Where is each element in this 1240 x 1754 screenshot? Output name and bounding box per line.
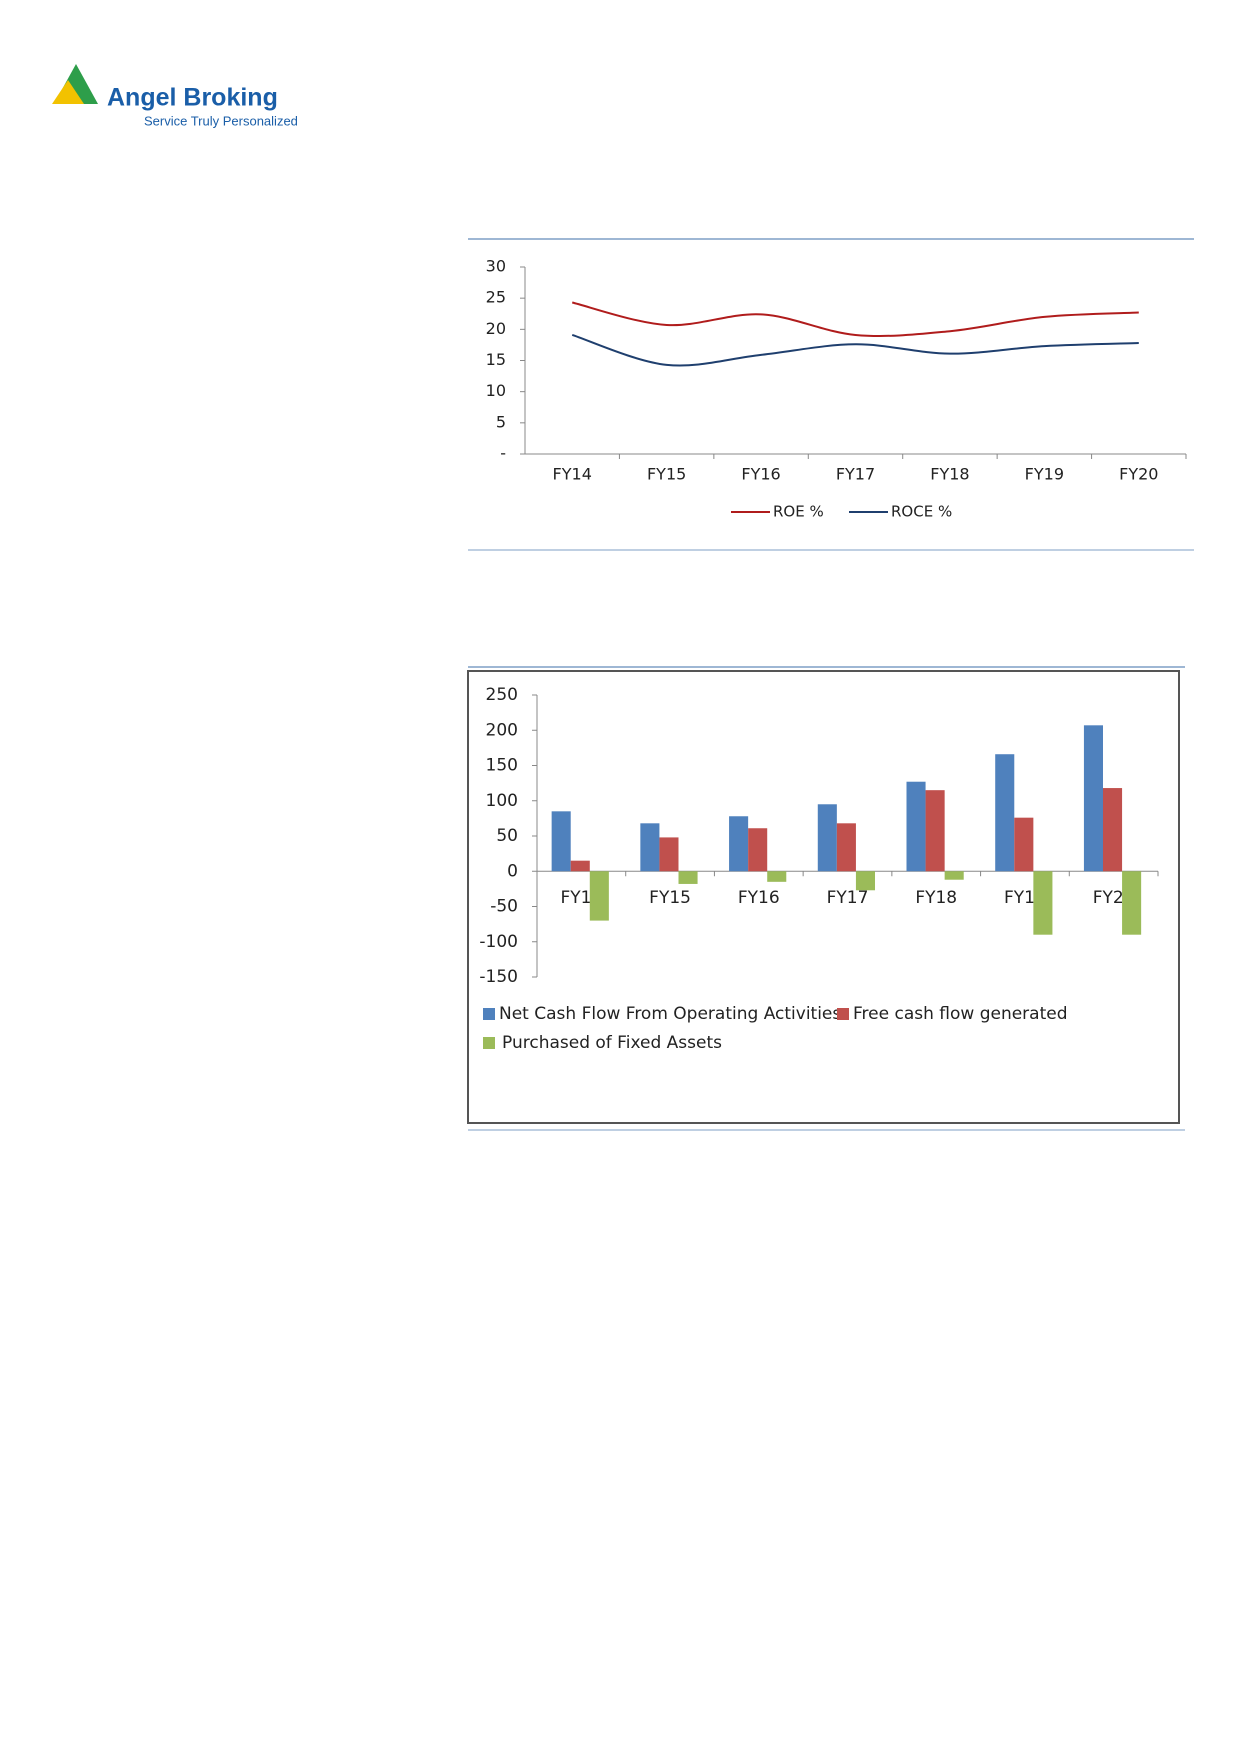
x-tick-label: FY16	[741, 465, 780, 484]
bar	[640, 823, 660, 872]
bar	[995, 754, 1015, 872]
bar	[729, 816, 749, 872]
y-tick-label: 0	[507, 861, 518, 881]
x-tick-label: FY15	[649, 888, 691, 908]
legend-label: ROE %	[773, 503, 824, 521]
y-tick-label: 10	[486, 381, 506, 400]
line	[571, 333, 1139, 367]
bar	[906, 781, 926, 872]
legend-swatch	[837, 1008, 849, 1020]
bar	[817, 804, 837, 872]
bar	[1102, 788, 1123, 872]
bar	[1083, 725, 1103, 872]
y-tick-label: 15	[486, 350, 506, 369]
logo: Angel Broking Service Truly Personalized	[52, 64, 298, 128]
legend-label: Net Cash Flow From Operating Activities	[499, 1004, 841, 1024]
y-tick-label: -	[500, 444, 506, 463]
x-tick-label: FY18	[930, 465, 969, 484]
bar	[551, 811, 571, 872]
legend-label: Purchased of Fixed Assets	[502, 1033, 722, 1053]
bar	[767, 871, 787, 882]
bar	[925, 790, 945, 872]
y-tick-label: -100	[479, 932, 518, 952]
legend-swatch	[483, 1037, 495, 1049]
bar	[944, 871, 964, 880]
y-tick-label: 50	[496, 826, 518, 846]
bar	[836, 823, 856, 872]
legend-swatch	[483, 1008, 495, 1020]
x-tick-label: FY18	[915, 888, 957, 908]
logo-dots	[52, 80, 84, 104]
legend-label: Free cash flow generated	[853, 1004, 1068, 1024]
bar	[1122, 871, 1142, 935]
bar	[748, 828, 768, 872]
bar	[589, 871, 609, 921]
x-tick-label: FY17	[827, 888, 869, 908]
y-tick-label: 150	[486, 756, 518, 776]
y-tick-label: 100	[486, 791, 518, 811]
y-tick-label: -150	[479, 967, 518, 987]
x-tick-label: FY14	[553, 465, 592, 484]
x-tick-label: FY16	[738, 888, 780, 908]
y-tick-label: 250	[486, 685, 518, 705]
y-tick-label: 30	[486, 257, 506, 276]
bar	[855, 871, 876, 891]
bar	[678, 871, 698, 884]
y-tick-label: 25	[486, 288, 506, 307]
y-tick-label: 20	[486, 319, 506, 338]
bar	[1033, 871, 1053, 935]
x-tick-label: FY19	[1025, 465, 1064, 484]
x-tick-label: FY15	[647, 465, 686, 484]
y-tick-label: -50	[490, 897, 518, 917]
x-tick-label: FY17	[836, 465, 875, 484]
legend-label: ROCE %	[891, 503, 952, 521]
bar	[659, 837, 679, 872]
y-tick-label: 5	[496, 412, 506, 431]
tagline: Service Truly Personalized	[144, 113, 298, 128]
bar	[570, 860, 590, 872]
x-tick-label: FY20	[1119, 465, 1158, 484]
y-tick-label: 200	[486, 720, 518, 740]
bar	[1014, 817, 1034, 872]
brand: Angel Broking	[107, 84, 278, 112]
chart-frame	[467, 670, 1180, 1124]
line	[571, 301, 1139, 337]
